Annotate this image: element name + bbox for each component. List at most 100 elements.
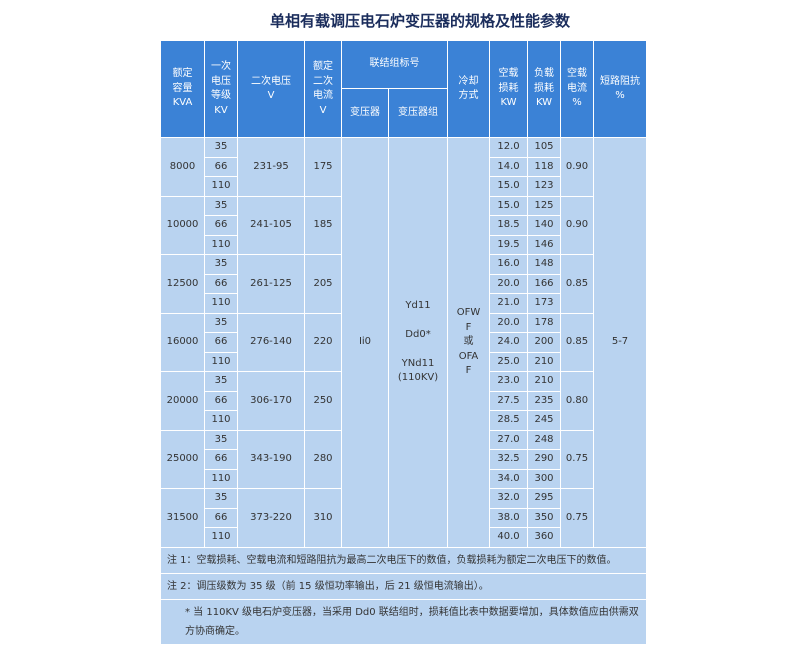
- table-row: 66 32.5 290: [161, 449, 647, 470]
- table-cell: 21.0: [489, 293, 528, 314]
- table-cell: 343-190: [237, 429, 305, 489]
- table-cell: 0.90: [560, 195, 594, 255]
- table-cell: 35: [204, 429, 238, 450]
- table-row: 110 40.0 360: [161, 527, 647, 548]
- table-cell: 66: [204, 332, 238, 353]
- table-row: 20000 35 306-170 250 23.0 210 0.80: [160, 371, 647, 431]
- table-cell: 0.75: [560, 429, 594, 489]
- header-cell: 二次电压 V: [237, 40, 305, 138]
- header-cell: 变压器: [341, 88, 389, 138]
- table-cell: 40.0: [489, 527, 528, 548]
- table-row: 25000 35 343-190 280 27.0 248 0.75: [160, 429, 647, 489]
- table-cell: 110: [204, 234, 238, 255]
- table-cell: 185: [304, 195, 342, 255]
- table-cell: 360: [527, 527, 561, 548]
- table-cell: 8000: [160, 137, 205, 197]
- table-cell: 27.5: [489, 390, 528, 411]
- table-row: 变压器 变压器组: [161, 88, 647, 138]
- table-row: 10000 35 241-105 185 15.0 125 0.90: [160, 195, 647, 255]
- table-cell: 306-170: [237, 371, 305, 431]
- header-cell: 变压器组: [388, 88, 448, 138]
- table-cell: Ii0: [341, 137, 389, 548]
- table-cell: Yd11 Dd0* YNd11 (110KV): [388, 137, 448, 548]
- table-row: 12500 35 261-125 205 16.0 148 0.85: [160, 254, 647, 314]
- table-cell: 231-95: [237, 137, 305, 197]
- table-cell: 248: [527, 429, 561, 450]
- table-cell: 16.0: [489, 254, 528, 275]
- table-cell: 310: [304, 488, 342, 548]
- header-cell: 联结组标号: [341, 40, 448, 89]
- header-cell: 空载 损耗 KW: [489, 40, 528, 138]
- table-cell: 15.0: [489, 195, 528, 216]
- table-cell: 250: [304, 371, 342, 431]
- table-cell: 0.80: [560, 371, 594, 431]
- table-cell: 280: [304, 429, 342, 489]
- table-cell: 110: [204, 468, 238, 489]
- table-row: 16000 35 276-140 220 20.0 178 0.85: [160, 312, 647, 372]
- table-cell: 245: [527, 410, 561, 431]
- table-cell: 295: [527, 488, 561, 509]
- table-cell: 35: [204, 254, 238, 275]
- table-cell: OFW F 或 OFA F: [447, 137, 490, 548]
- table-cell: 24.0: [489, 332, 528, 353]
- table-cell: 350: [527, 507, 561, 528]
- table-row: 31500 35 373-220 310 32.0 295 0.75: [160, 488, 647, 548]
- spec-table: 额定 容量 KVA 一次 电压 等级 KV 二次电压 V 额定 二次 电流 V 联结组标…: [160, 40, 647, 645]
- table-cell: 10000: [160, 195, 205, 255]
- table-cell: 35: [204, 488, 238, 509]
- table-cell: 66: [204, 273, 238, 294]
- table-cell: 173: [527, 293, 561, 314]
- table-cell: 32.0: [489, 488, 528, 509]
- table-cell: 300: [527, 468, 561, 489]
- table-cell: 290: [527, 449, 561, 470]
- table-cell: 148: [527, 254, 561, 275]
- table-cell: 19.5: [489, 234, 528, 255]
- title: 单相有载调压电石炉变压器的规格及性能参数: [269, 12, 570, 30]
- table-cell: 200: [527, 332, 561, 353]
- table-row: 110 34.0 300: [161, 468, 647, 489]
- table-row: 66 38.0 350: [161, 507, 647, 528]
- table-cell: 0.75: [560, 488, 594, 548]
- header-cell: 短路阻抗 %: [593, 40, 647, 138]
- table-cell: 66: [204, 449, 238, 470]
- header-cell: 额定 二次 电流 V: [304, 40, 342, 138]
- table-cell: 123: [527, 176, 561, 197]
- table-row: 注 2：调压级数为 35 级（前 15 级恒功率输出，后 21 级恒电流输出）。: [160, 572, 647, 600]
- table-row: 66 24.0 200: [161, 332, 647, 353]
- table-cell: 0.85: [560, 312, 594, 372]
- table-cell: 140: [527, 215, 561, 236]
- table-cell: 23.0: [489, 371, 528, 392]
- table-row: 110 19.5 146: [161, 234, 647, 255]
- note: 注 1：空载损耗、空载电流和短路阻抗为最高二次电压下的数值，负载损耗为额定二次电…: [160, 546, 647, 574]
- table-cell: 0.90: [560, 137, 594, 197]
- table-cell: 25.0: [489, 351, 528, 372]
- table-cell: 32.5: [489, 449, 528, 470]
- table-cell: 110: [204, 293, 238, 314]
- table-cell: 146: [527, 234, 561, 255]
- table-row: 66 18.5 140: [161, 215, 647, 236]
- table-cell: 5-7: [593, 137, 647, 548]
- table-row: 注 1：空载损耗、空载电流和短路阻抗为最高二次电压下的数值，负载损耗为额定二次电…: [160, 546, 647, 574]
- table-cell: 125: [527, 195, 561, 216]
- table-cell: 220: [304, 312, 342, 372]
- table-cell: 38.0: [489, 507, 528, 528]
- table-cell: 118: [527, 156, 561, 177]
- table-row: * 当 110KV 级电石炉变压器，当采用 Dd0 联结组时，损耗值比表中数据要…: [160, 598, 647, 645]
- table-cell: 66: [204, 390, 238, 411]
- table-cell: 235: [527, 390, 561, 411]
- header-cell: 冷却 方式: [447, 40, 490, 138]
- table-cell: 66: [204, 507, 238, 528]
- table-cell: 20.0: [489, 312, 528, 333]
- table-cell: 178: [527, 312, 561, 333]
- table-cell: 31500: [160, 488, 205, 548]
- table-cell: 373-220: [237, 488, 305, 548]
- table-cell: 241-105: [237, 195, 305, 255]
- table-row: 额定 容量 KVA 一次 电压 等级 KV 二次电压 V 额定 二次 电流 V 联结组标…: [160, 40, 647, 138]
- table-cell: 35: [204, 195, 238, 216]
- header-cell: 额定 容量 KVA: [160, 40, 205, 138]
- table-cell: 18.5: [489, 215, 528, 236]
- table-cell: 205: [304, 254, 342, 314]
- table-cell: 35: [204, 371, 238, 392]
- header-cell: 空载 电流 %: [560, 40, 594, 138]
